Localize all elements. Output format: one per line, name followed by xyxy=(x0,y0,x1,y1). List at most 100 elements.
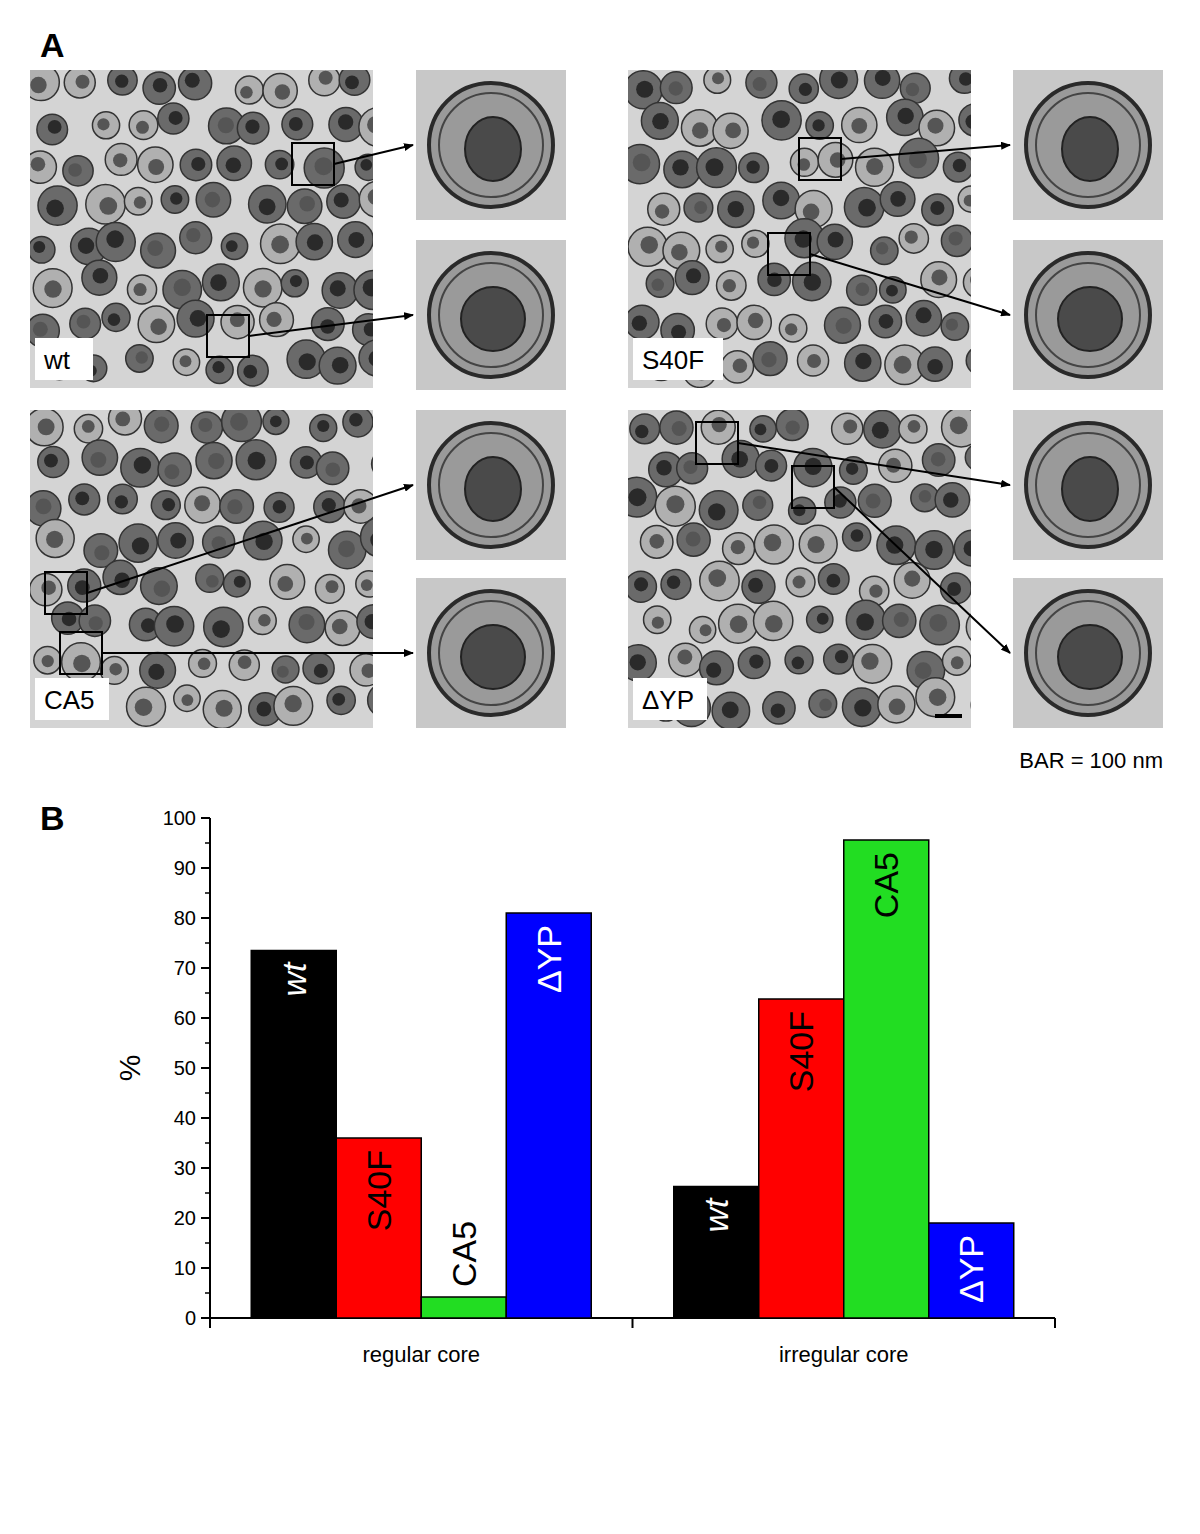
particle-core xyxy=(652,113,669,130)
particle-core xyxy=(78,238,94,254)
particle-core xyxy=(807,354,821,368)
particle xyxy=(338,222,373,258)
particle-core xyxy=(753,77,767,91)
particle xyxy=(372,450,373,479)
particle-core xyxy=(827,574,841,588)
zoom-box xyxy=(292,143,334,185)
inset-core xyxy=(1062,117,1118,181)
particle xyxy=(63,156,93,186)
particle xyxy=(669,643,702,676)
particle xyxy=(143,72,175,104)
particle-core xyxy=(717,318,731,332)
particle-core xyxy=(154,417,169,432)
particle-core xyxy=(307,234,323,250)
particle-core xyxy=(162,498,175,511)
particle xyxy=(675,261,709,295)
inset-core xyxy=(1062,457,1118,521)
particle xyxy=(941,225,971,256)
particle xyxy=(263,73,297,107)
y-minor-tick xyxy=(205,1142,210,1144)
inset xyxy=(1013,578,1163,728)
particle-core xyxy=(164,464,179,479)
particle-core xyxy=(360,159,372,171)
particle-core xyxy=(334,193,349,208)
inset-particle xyxy=(429,253,553,377)
series-name: CA5 xyxy=(445,1221,483,1287)
particle xyxy=(30,151,56,183)
micrograph xyxy=(628,70,971,388)
particle xyxy=(310,414,337,441)
particle-core xyxy=(319,71,333,85)
particle-core xyxy=(799,83,812,96)
particle-core xyxy=(198,418,212,432)
particle-core xyxy=(930,201,944,215)
particle-core xyxy=(931,452,946,467)
inset xyxy=(416,70,566,220)
particle xyxy=(281,270,308,297)
particle-core xyxy=(634,577,648,591)
bar xyxy=(421,1297,506,1318)
particle xyxy=(354,270,373,309)
particle xyxy=(628,305,659,339)
particle-core xyxy=(36,498,52,514)
particle xyxy=(173,349,199,375)
particle xyxy=(763,182,800,219)
particles xyxy=(628,70,971,387)
particle-core xyxy=(338,114,353,129)
particle xyxy=(263,410,289,434)
particle xyxy=(70,308,101,339)
particle xyxy=(151,491,180,520)
y-tick-label: 90 xyxy=(174,857,196,879)
particle xyxy=(357,605,373,639)
particle xyxy=(847,275,877,305)
particle xyxy=(36,519,74,557)
particle xyxy=(191,412,222,443)
particle xyxy=(223,570,250,597)
arrow xyxy=(810,254,1010,315)
particle xyxy=(356,571,373,597)
particle-core xyxy=(772,110,790,128)
arrow xyxy=(334,145,413,164)
particle-core xyxy=(134,456,151,473)
particle xyxy=(706,308,738,340)
particle xyxy=(74,415,102,443)
particle-core xyxy=(706,662,721,677)
particle xyxy=(237,112,269,144)
particle xyxy=(718,191,754,227)
particle-core xyxy=(368,189,373,205)
category-label: regular core xyxy=(363,1342,480,1367)
particle-core xyxy=(73,655,90,672)
particle-core xyxy=(649,534,664,549)
particles xyxy=(30,410,373,728)
y-minor-tick xyxy=(205,892,210,894)
particle xyxy=(319,347,356,384)
particle-core xyxy=(949,231,963,245)
particle-core xyxy=(905,230,918,243)
particle-core xyxy=(869,584,882,597)
particle xyxy=(737,305,771,339)
particles xyxy=(30,70,373,386)
particle-core xyxy=(180,355,192,367)
particle-core xyxy=(708,503,725,520)
particle xyxy=(628,144,660,183)
particle-core xyxy=(322,498,336,512)
particle xyxy=(359,181,373,217)
y-minor-tick xyxy=(205,842,210,844)
particle xyxy=(677,523,710,556)
particle xyxy=(140,652,176,688)
y-tick-label: 100 xyxy=(163,807,196,829)
particle xyxy=(296,223,332,259)
y-tick-label: 0 xyxy=(185,1307,196,1329)
bar xyxy=(759,999,844,1318)
y-tick-label: 40 xyxy=(174,1107,196,1129)
particle-core xyxy=(836,318,852,334)
axes: 0102030405060708090100%regular coreirreg… xyxy=(113,807,1055,1367)
image-label: wt xyxy=(43,345,71,375)
particle xyxy=(350,654,373,686)
particle-core xyxy=(748,313,763,328)
image-label: ΔYP xyxy=(642,685,694,715)
particle-core xyxy=(234,576,246,588)
particle-core xyxy=(843,420,857,434)
particle-core xyxy=(728,201,744,217)
particle-core xyxy=(672,159,688,175)
